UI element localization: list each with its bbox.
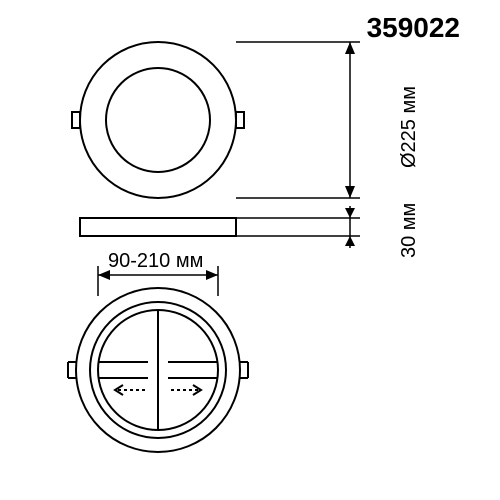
side-view — [80, 218, 236, 236]
bottom-view — [68, 288, 248, 452]
cutout-label: 90-210 мм — [108, 250, 203, 273]
dim-height — [236, 206, 360, 248]
product-code: 359022 — [367, 12, 460, 44]
adjust-arrow-left-icon — [115, 385, 145, 395]
front-view — [72, 42, 244, 198]
diameter-label: Ø225 мм — [398, 86, 421, 168]
height-label: 30 мм — [398, 203, 421, 258]
adjust-arrow-right-icon — [171, 385, 201, 395]
technical-drawing — [0, 0, 500, 500]
dim-diameter — [236, 42, 360, 198]
